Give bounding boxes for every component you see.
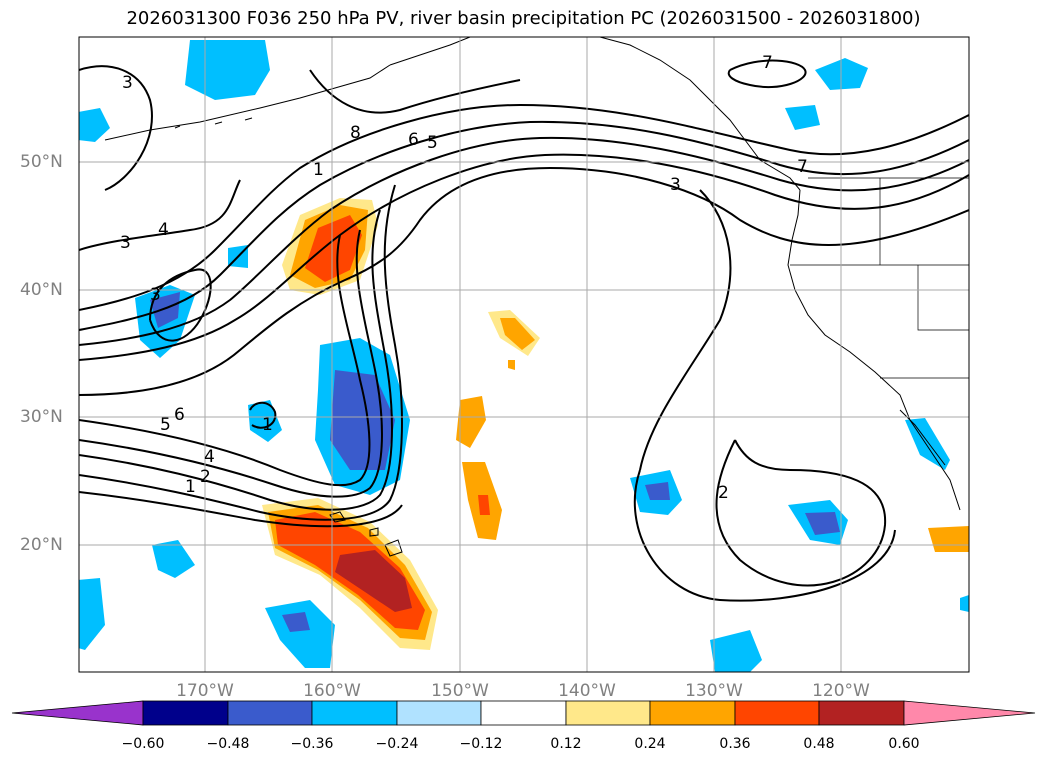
lat-label: 50°N [20, 152, 63, 172]
colorbar-tick-label: 0.12 [550, 736, 582, 752]
colorbar-tick-label: −0.60 [121, 736, 165, 752]
contour-label: 7 [797, 157, 808, 177]
colorbar-tick-label: 0.24 [634, 736, 666, 752]
colorbar-segment [818, 700, 905, 726]
contour-label: 4 [204, 447, 215, 467]
lat-label: 40°N [20, 280, 63, 300]
contour-label: 4 [158, 220, 169, 240]
contour-label: 5 [427, 133, 438, 153]
lon-label: 150°W [431, 681, 489, 701]
lat-label: 30°N [20, 407, 63, 427]
plot-area: 3 8 6 5 1 4 3 3 6 5 4 2 1 1 7 7 3 2 [79, 37, 969, 672]
colorbar-tick-label: −0.12 [459, 736, 503, 752]
lon-label: 140°W [558, 681, 616, 701]
colorbar-tick-label: −0.36 [290, 736, 334, 752]
colorbar-segment [734, 700, 820, 726]
colorbar-extend-left [11, 700, 144, 726]
colorbar [11, 700, 1036, 726]
contour-label: 2 [718, 483, 729, 503]
colorbar-segment [649, 700, 736, 726]
colorbar-segment [565, 700, 651, 726]
pv-contours [79, 59, 969, 602]
colorbar-segment [480, 700, 567, 726]
lon-label: 120°W [812, 681, 870, 701]
contour-label: 6 [408, 130, 419, 150]
colorbar-extend-right [903, 700, 1036, 726]
contour-label: 1 [185, 477, 196, 497]
contour-label: 6 [174, 405, 185, 425]
map-title: 2026031300 F036 250 hPa PV, river basin … [126, 8, 921, 29]
colorbar-tick-label: −0.24 [375, 736, 419, 752]
lon-label: 170°W [176, 681, 234, 701]
contour-label: 2 [200, 467, 211, 487]
lon-label: 130°W [685, 681, 743, 701]
lat-label: 20°N [20, 535, 63, 555]
contour-label: 3 [120, 233, 131, 253]
colorbar-tick-label: 0.60 [888, 736, 920, 752]
colorbar-segment [311, 700, 398, 726]
colorbar-tick-label: 0.48 [803, 736, 835, 752]
lon-label: 160°W [303, 681, 361, 701]
contour-label: 3 [122, 73, 133, 93]
colorbar-segment [227, 700, 313, 726]
contour-label: 7 [762, 53, 773, 73]
contour-labels: 3 8 6 5 1 4 3 3 6 5 4 2 1 1 7 7 3 2 [120, 53, 808, 503]
colorbar-tick-label: −0.48 [206, 736, 250, 752]
plot-frame [78, 36, 970, 673]
colorbar-segment [396, 700, 482, 726]
colorbar-tick-label: 0.36 [719, 736, 751, 752]
contour-label: 8 [350, 123, 361, 143]
colorbar-segment [142, 700, 229, 726]
gridlines [79, 37, 969, 672]
contour-label: 1 [313, 160, 324, 180]
contour-label: 3 [670, 175, 681, 195]
contour-label: 3 [150, 285, 161, 305]
coastlines [104, 37, 969, 557]
contour-label: 5 [160, 415, 171, 435]
contour-label: 1 [262, 415, 273, 435]
